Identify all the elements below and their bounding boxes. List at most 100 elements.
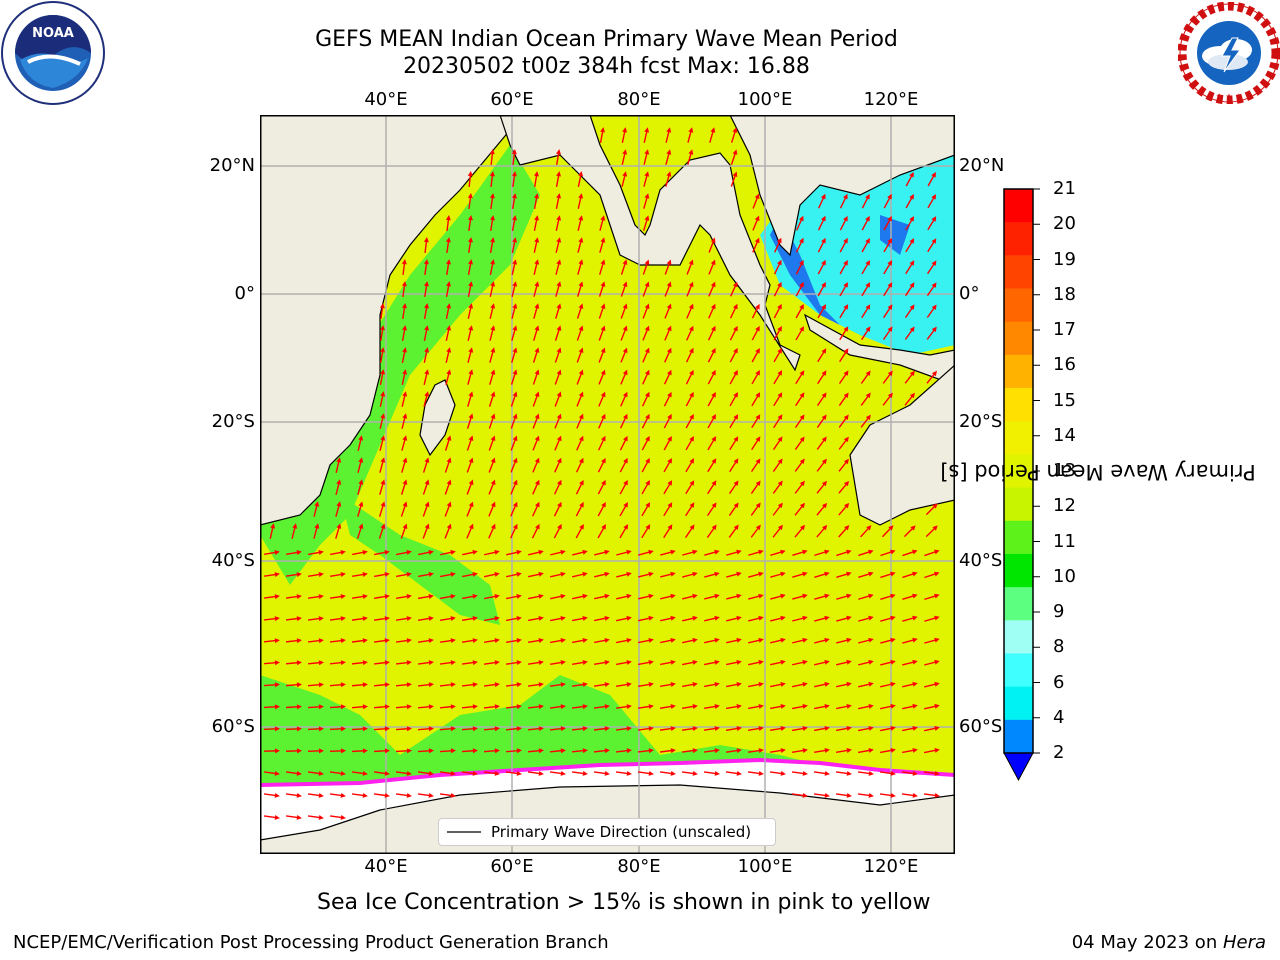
wave-direction-arrow: [770, 571, 786, 578]
wave-direction-arrow: [792, 659, 808, 666]
wave-direction-arrow: [637, 704, 654, 710]
wave-direction-arrow: [577, 215, 584, 231]
wave-direction-arrow: [838, 414, 849, 428]
wave-direction-arrow: [511, 259, 518, 275]
wave-direction-arrow: [751, 414, 761, 429]
wave-direction-arrow: [707, 391, 716, 407]
colorbar-tick-label: 16: [1053, 354, 1076, 376]
wave-direction-arrow: [901, 770, 918, 776]
colorbar-tick-label: 20: [1053, 213, 1076, 235]
wave-direction-arrow: [357, 457, 364, 473]
wave-direction-arrow: [439, 616, 456, 621]
wave-direction-arrow: [467, 215, 473, 232]
wave-direction-arrow: [751, 347, 760, 363]
wave-direction-arrow: [707, 369, 716, 385]
wave-direction-arrow: [858, 615, 874, 622]
wave-direction-arrow: [285, 594, 302, 600]
wave-direction-arrow: [881, 525, 894, 538]
wave-direction-arrow: [726, 593, 742, 600]
wave-direction-arrow: [637, 726, 654, 732]
wave-direction-arrow: [838, 480, 850, 494]
colorbar-segment: [1004, 255, 1033, 290]
wave-direction-arrow: [417, 616, 434, 621]
wave-direction-arrow: [379, 303, 385, 320]
wave-direction-arrow: [728, 502, 739, 516]
wave-direction-arrow: [925, 525, 938, 538]
wave-direction-arrow: [858, 725, 874, 732]
wave-direction-arrow: [424, 281, 429, 298]
wave-direction-arrow: [444, 435, 452, 451]
wave-direction-arrow: [444, 457, 452, 473]
wave-direction-arrow: [467, 281, 474, 297]
wave-direction-arrow: [725, 748, 742, 754]
wave-direction-arrow: [817, 259, 826, 275]
land-indonesia: [803, 313, 955, 386]
wave-direction-arrow: [905, 282, 915, 297]
wave-direction-arrow: [400, 501, 408, 517]
wave-direction-arrow: [751, 436, 761, 451]
wave-direction-arrow: [307, 638, 324, 644]
wave-direction-arrow: [752, 237, 760, 253]
wave-direction-arrow: [395, 594, 412, 600]
wave-direction-arrow: [593, 748, 610, 754]
wave-direction-arrow: [923, 792, 940, 798]
wave-direction-arrow: [686, 303, 694, 319]
wave-direction-arrow: [532, 457, 540, 473]
wave-direction-arrow: [488, 523, 496, 539]
wave-direction-arrow: [814, 571, 830, 578]
wave-direction-arrow: [532, 391, 540, 407]
wave-direction-arrow: [660, 659, 676, 666]
wave-direction-arrow: [527, 638, 544, 644]
lon-label-bottom-60e: 60°E: [490, 856, 534, 877]
land-southeast-asia: [729, 115, 955, 257]
lon-label-top-40e: 40°E: [364, 89, 408, 110]
wave-direction-arrow: [444, 479, 452, 495]
legend-label: Primary Wave Direction (unscaled): [491, 823, 752, 841]
wave-direction-arrow: [637, 770, 654, 776]
wave-direction-arrow: [373, 616, 390, 622]
wave-direction-arrow: [769, 770, 786, 776]
wave-direction-arrow: [417, 726, 434, 732]
wave-direction-arrow: [467, 347, 474, 363]
wave-direction-arrow: [308, 550, 324, 556]
wave-direction-arrow: [510, 501, 518, 517]
wave-direction-arrow: [446, 259, 451, 276]
wave-direction-arrow: [489, 281, 496, 297]
wave-direction-arrow: [816, 458, 827, 472]
wave-direction-arrow: [858, 681, 874, 688]
wave-direction-arrow: [773, 414, 783, 429]
wave-direction-arrow: [902, 637, 918, 644]
wave-direction-arrow: [926, 326, 937, 340]
wave-direction-arrow: [616, 571, 632, 578]
wave-direction-arrow: [707, 414, 716, 429]
wave-direction-arrow: [556, 149, 561, 166]
wave-direction-arrow: [880, 571, 896, 579]
wave-direction-arrow: [817, 215, 826, 231]
wave-direction-arrow: [660, 615, 676, 622]
wave-direction-arrow: [352, 549, 368, 556]
wave-direction-arrow: [770, 703, 786, 710]
wave-direction-arrow: [462, 549, 478, 556]
wave-direction-arrow: [550, 615, 566, 622]
wave-direction-arrow: [575, 457, 584, 473]
wave-direction-arrow: [422, 479, 430, 495]
wave-direction-arrow: [880, 659, 896, 666]
wave-direction-arrow: [880, 549, 896, 557]
wave-direction-arrow: [817, 281, 826, 297]
wave-direction-arrow: [704, 681, 720, 688]
wave-direction-arrow: [642, 215, 650, 231]
wave-direction-arrow: [729, 458, 739, 473]
wave-direction-arrow: [927, 194, 937, 209]
wave-direction-arrow: [554, 435, 562, 451]
wave-direction-arrow: [550, 638, 566, 644]
wave-direction-arrow: [599, 127, 606, 143]
wave-direction-arrow: [550, 593, 566, 600]
wave-direction-arrow: [505, 748, 522, 754]
lon-label-bottom-120e: 120°E: [863, 856, 919, 877]
wave-direction-arrow: [839, 237, 848, 253]
wave-direction-arrow: [615, 726, 632, 732]
wave-direction-arrow: [903, 525, 916, 538]
footer-date: 04 May 2023 on Hera: [1072, 932, 1266, 953]
wave-direction-arrow: [483, 638, 500, 643]
colorbar-tick-label: 9: [1053, 601, 1065, 622]
